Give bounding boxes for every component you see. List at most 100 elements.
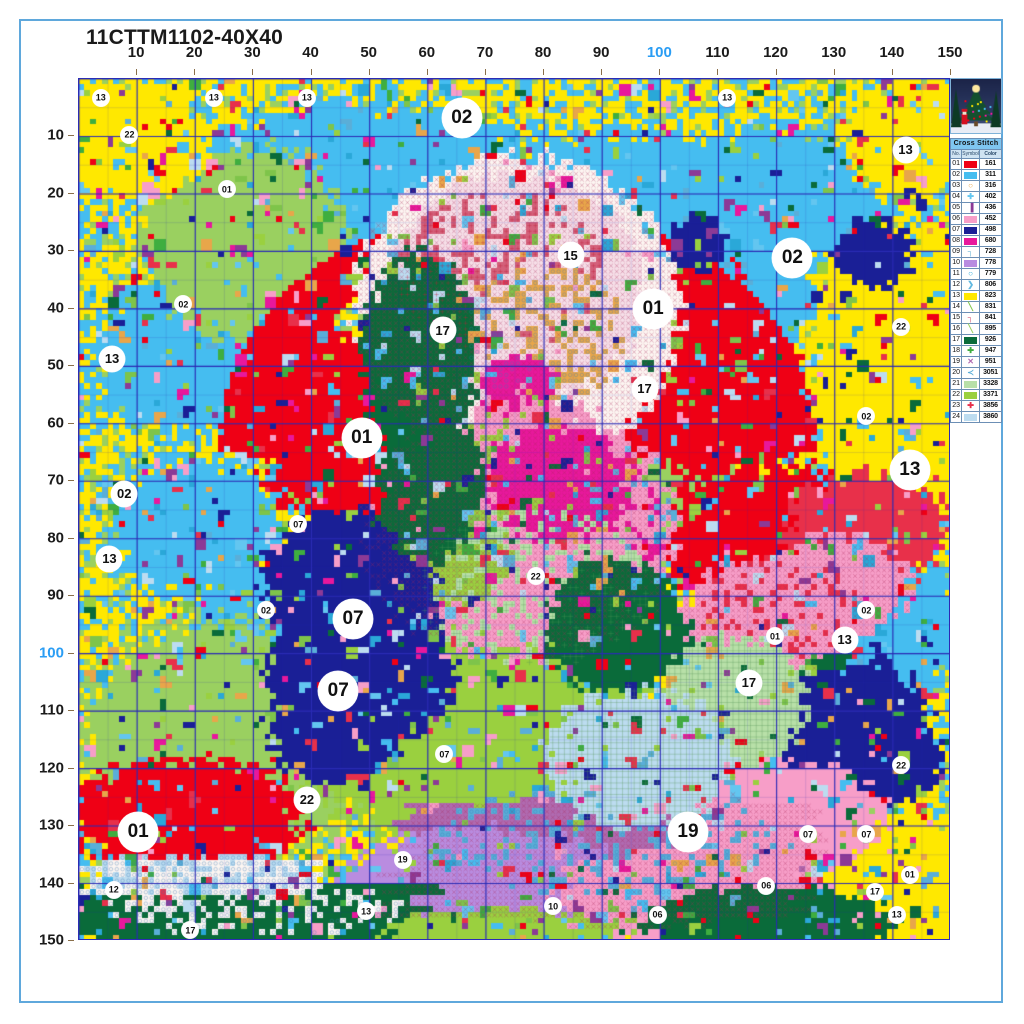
axis-left-tickmark-40 bbox=[68, 307, 74, 309]
pattern-badge-12: 12 bbox=[105, 881, 123, 899]
legend-swatch bbox=[964, 380, 978, 388]
axis-top-tick-10: 10 bbox=[127, 44, 145, 61]
axis-left-tick-140: 140 bbox=[38, 874, 64, 892]
legend-row-symbol-block-icon bbox=[961, 411, 980, 423]
legend-row-color-code: 806 bbox=[978, 279, 1003, 291]
legend-swatch bbox=[964, 215, 978, 223]
legend-row-color-code: 779 bbox=[978, 268, 1003, 280]
pattern-badge-22: 22 bbox=[892, 318, 910, 336]
legend-row-color-code: 402 bbox=[978, 191, 1003, 203]
legend-row-color-code: 947 bbox=[978, 345, 1003, 357]
legend-symbol-glyph: ≺ bbox=[967, 368, 974, 377]
legend-row-color-code: 452 bbox=[978, 213, 1003, 225]
legend-row: 12 ❯ 806 bbox=[949, 279, 1003, 291]
legend-row-color-code: 3051 bbox=[978, 367, 1003, 379]
legend-row: 04 ✚ 402 bbox=[949, 191, 1003, 203]
pattern-canvas[interactable] bbox=[79, 79, 949, 939]
axis-top-tickmark-60 bbox=[426, 69, 428, 75]
axis-left-tick-150: 150 bbox=[38, 931, 64, 949]
legend-row-no: 07 bbox=[949, 224, 963, 236]
pattern-badge-13: 13 bbox=[205, 89, 223, 107]
legend-row: 08 680 bbox=[949, 235, 1003, 247]
pattern-grid[interactable]: 13 13 13 13 02 22 13 01 15 02 02 01 22 17 13 17 02 01 13 02… bbox=[78, 78, 950, 940]
pattern-badge-13: 13 bbox=[718, 89, 736, 107]
legend-symbol-glyph: ❯ bbox=[967, 280, 974, 289]
legend-row-color-code: 841 bbox=[978, 312, 1003, 324]
pattern-badge-13: 13 bbox=[357, 902, 375, 920]
legend-row-no: 14 bbox=[949, 301, 963, 313]
legend-swatch bbox=[964, 413, 978, 421]
legend-row-color-code: 831 bbox=[978, 301, 1003, 313]
legend-row-color-code: 3856 bbox=[978, 400, 1003, 412]
axis-top-tick-120: 120 bbox=[763, 44, 789, 61]
pattern-badge-22: 22 bbox=[527, 567, 545, 585]
legend-row-symbol-cross-icon: ✕ bbox=[961, 356, 980, 368]
axis-left-tickmark-90 bbox=[68, 595, 74, 597]
axis-top-tick-20: 20 bbox=[185, 44, 203, 61]
legend-row: 15 ┐ 841 bbox=[949, 312, 1003, 324]
legend-row-no: 24 bbox=[949, 411, 963, 423]
page-title: 11CTTM1102-40X40 bbox=[86, 26, 283, 49]
legend-swatch bbox=[964, 171, 978, 179]
legend-row-symbol-block-icon bbox=[961, 389, 980, 401]
legend-row-symbol-bar-icon: ▐ bbox=[961, 202, 980, 214]
pattern-badge-01: 01 bbox=[766, 627, 784, 645]
pattern-badge-01: 01 bbox=[341, 418, 382, 459]
legend-row-no: 12 bbox=[949, 279, 963, 291]
axis-left-tickmark-50 bbox=[68, 365, 74, 367]
legend-row-symbol-circle-icon: ○ bbox=[961, 268, 980, 280]
pattern-badge-07: 07 bbox=[799, 825, 817, 843]
axis-top-tickmark-140 bbox=[891, 69, 893, 75]
axis-top-tickmark-30 bbox=[252, 69, 254, 75]
axis-top-tick-30: 30 bbox=[244, 44, 261, 61]
pattern-badge-10: 10 bbox=[544, 897, 562, 915]
pattern-badge-19: 19 bbox=[668, 811, 708, 852]
legend-row-color-code: 3860 bbox=[978, 411, 1003, 423]
legend-col-no: No. bbox=[949, 149, 963, 159]
pattern-badge-01: 01 bbox=[218, 180, 236, 198]
axis-left-tick-110: 110 bbox=[39, 701, 64, 719]
legend-symbol-glyph: ┐ bbox=[967, 313, 974, 322]
pattern-badge-07: 07 bbox=[318, 671, 359, 712]
legend-swatch bbox=[964, 391, 978, 399]
legend-row: 05 ▐ 436 bbox=[949, 202, 1003, 214]
legend-row: 22 3371 bbox=[949, 389, 1003, 401]
legend-row-symbol-block-icon bbox=[961, 378, 980, 390]
axis-top-tick-110: 110 bbox=[705, 44, 730, 61]
axis-left-tickmark-80 bbox=[68, 537, 74, 539]
legend-col-symbol: Symbol bbox=[961, 149, 980, 159]
legend-row-color-code: 728 bbox=[978, 246, 1003, 258]
axis-top-tickmark-80 bbox=[543, 69, 545, 75]
legend-row: 14 ╲ 831 bbox=[949, 301, 1003, 313]
legend-column-headers: No. Symbol Color bbox=[949, 149, 1003, 159]
pattern-badge-17: 17 bbox=[866, 883, 884, 901]
pattern-badge-22: 22 bbox=[120, 126, 138, 144]
legend-row: 24 3860 bbox=[949, 411, 1003, 423]
pattern-badge-13: 13 bbox=[96, 545, 123, 572]
legend-row-color-code: 823 bbox=[978, 290, 1003, 302]
legend-symbol-glyph: ╲ bbox=[968, 324, 973, 333]
pattern-badge-17: 17 bbox=[181, 921, 199, 939]
legend-row-symbol-block-icon bbox=[961, 290, 980, 302]
axis-top-tickmark-110 bbox=[717, 69, 719, 75]
legend-row-no: 19 bbox=[949, 356, 963, 368]
legend-row-no: 21 bbox=[949, 378, 963, 390]
pattern-badge-07: 07 bbox=[435, 745, 453, 763]
legend-swatch bbox=[964, 160, 978, 168]
legend-panel: Cross Stitch No. Symbol Color 01 161 02 311… bbox=[949, 78, 1004, 423]
preview-thumbnail[interactable] bbox=[950, 78, 1002, 134]
legend-row-no: 16 bbox=[949, 323, 963, 335]
axis-top-tick-80: 80 bbox=[534, 44, 552, 61]
legend-symbol-glyph: ┐ bbox=[967, 247, 974, 256]
axis-top-tick-90: 90 bbox=[592, 44, 610, 61]
axis-top-tick-50: 50 bbox=[360, 44, 377, 61]
axis-left-tickmark-20 bbox=[68, 192, 74, 194]
legend-row-symbol-block-icon bbox=[961, 257, 980, 269]
legend-row: 17 926 bbox=[949, 334, 1003, 346]
legend-row-no: 17 bbox=[949, 334, 963, 346]
legend-row-symbol-arrow-icon: ❯ bbox=[961, 279, 980, 291]
legend-row-color-code: 926 bbox=[978, 334, 1003, 346]
legend-row-symbol-lt-icon: ≺ bbox=[961, 367, 980, 379]
legend-row-color-code: 498 bbox=[978, 224, 1003, 236]
pattern-badge-22: 22 bbox=[293, 786, 320, 813]
